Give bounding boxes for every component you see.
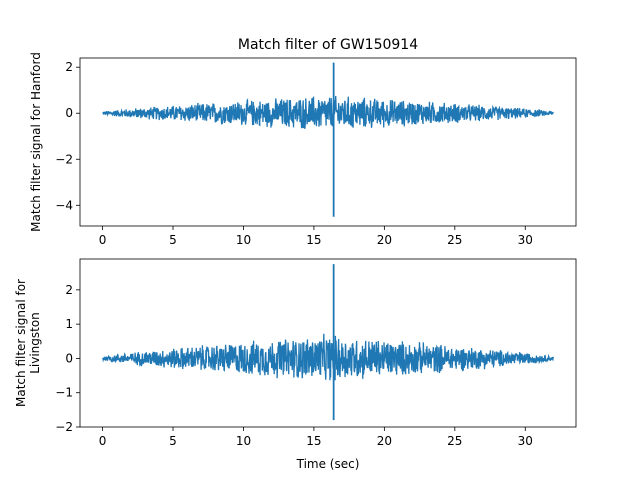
livingston-plot-area [102, 264, 555, 421]
livingston-frame [79, 258, 577, 428]
x-tick-label: 0 [99, 434, 107, 448]
y-axis-label-line: Livingston [28, 312, 42, 374]
x-tick-label: 10 [236, 434, 251, 448]
livingston-panel: 0 5 10 15 20 25 30 210−1−2 Match filter signal… [14, 258, 577, 471]
y-tick-label: −1 [55, 386, 73, 400]
y-axis-label-line: Match filter signal for [14, 279, 28, 407]
hanford-y-axis: 2 0 −2 −4 [55, 60, 80, 212]
signal-trace [102, 333, 555, 381]
livingston-x-axis: 0 5 10 15 20 25 30 [99, 427, 533, 448]
y-tick-label: −2 [55, 152, 73, 166]
y-tick-label: −4 [55, 198, 73, 212]
x-tick-label: 30 [518, 434, 533, 448]
y-tick-label: 0 [65, 351, 73, 365]
x-tick-label: 5 [169, 233, 177, 247]
x-tick-label: 20 [377, 434, 392, 448]
hanford-x-axis: 0 5 10 15 20 25 30 [99, 226, 533, 247]
x-tick-label: 15 [306, 434, 321, 448]
x-tick-label: 0 [99, 233, 107, 247]
chart-title: Match filter of GW150914 [238, 37, 418, 53]
livingston-y-axis-label: Match filter signal forLivingston [14, 279, 42, 407]
x-tick-label: 20 [377, 233, 392, 247]
x-tick-label: 10 [236, 233, 251, 247]
y-tick-label: 2 [65, 283, 73, 297]
x-tick-label: 15 [306, 233, 321, 247]
x-tick-label: 25 [447, 434, 462, 448]
y-tick-label: 1 [65, 317, 73, 331]
x-tick-label: 25 [447, 233, 462, 247]
livingston-y-axis: 2 1 0 −1 −2 [55, 283, 80, 434]
signal-trace [102, 95, 554, 129]
hanford-panel: Match filter of GW150914 0 5 10 15 20 25 30 20… [29, 37, 577, 247]
x-tick-label: 30 [518, 233, 533, 247]
y-tick-label: 0 [65, 106, 73, 120]
x-axis-label: Time (sec) [296, 457, 360, 471]
y-tick-label: 2 [65, 60, 73, 74]
x-tick-label: 5 [169, 434, 177, 448]
y-tick-label: −2 [55, 420, 73, 434]
hanford-plot-area [102, 62, 554, 217]
hanford-y-axis-label: Match filter signal for Hanford [29, 52, 43, 232]
hanford-frame [79, 57, 577, 227]
